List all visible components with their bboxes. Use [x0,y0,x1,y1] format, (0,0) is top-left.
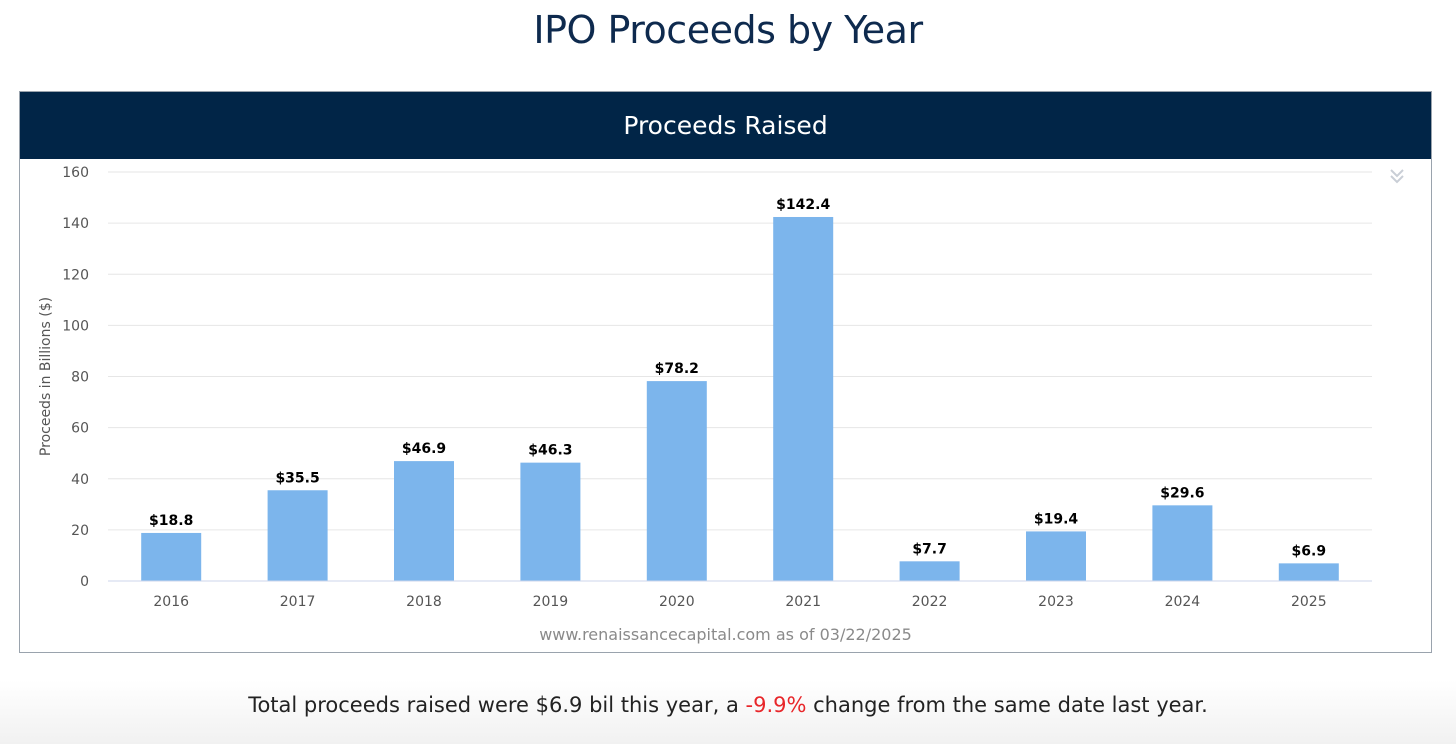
data-label-2021: $142.4 [776,197,830,213]
y-tick-label: 40 [71,472,89,488]
y-tick-label: 0 [80,574,89,590]
data-label-2022: $7.7 [912,541,947,557]
x-tick-label: 2025 [1291,594,1327,610]
data-label-2019: $46.3 [528,443,572,459]
x-tick-label: 2024 [1165,594,1201,610]
bar-2016[interactable] [141,532,202,581]
data-label-2017: $35.5 [275,470,319,486]
data-label-2024: $29.6 [1160,485,1204,501]
bars [141,216,1339,581]
data-label-2023: $19.4 [1034,511,1079,527]
y-tick-label: 160 [62,165,89,181]
summary-suffix: change from the same date last year. [806,693,1208,717]
data-labels: $18.8 $35.5 $46.9 $46.3 $78.2 $142.4 $7.7 $19.4… [149,197,1326,559]
y-tick-label: 80 [71,370,89,386]
chart-card: Proceeds Raised 0 20 40 60 80 100 120 140 160 $1… [19,91,1432,653]
y-tick-label: 100 [62,318,89,334]
double-chevron-down-icon[interactable] [1387,166,1407,186]
bar-2024[interactable] [1152,505,1213,581]
page-title: IPO Proceeds by Year [533,8,923,52]
x-tick-label: 2018 [406,594,442,610]
x-tick-label: 2022 [912,594,948,610]
source-note: www.renaissancecapital.com as of 03/22/2… [539,625,912,644]
bar-chart: 0 20 40 60 80 100 120 140 160 $18.8 $35.5 $46.9 $46… [38,165,1372,610]
data-label-2016: $18.8 [149,513,193,529]
gridlines [108,171,1372,531]
summary-prefix: Total proceeds raised were $6.9 bil this… [248,693,746,717]
x-tick-label: 2016 [153,594,189,610]
y-axis-ticks: 0 20 40 60 80 100 120 140 160 [62,165,89,590]
bar-2017[interactable] [267,490,328,581]
bar-2018[interactable] [394,461,454,581]
y-tick-label: 20 [71,523,89,539]
bar-2020[interactable] [646,381,707,581]
x-tick-label: 2020 [659,594,695,610]
bar-2019[interactable] [520,462,581,581]
bar-2025[interactable] [1278,563,1339,581]
bar-2021[interactable] [773,216,834,581]
x-tick-label: 2021 [785,594,821,610]
x-axis-ticks: 2016 2017 2018 2019 2020 2021 2022 2023 2024 2025 [153,594,1326,610]
y-tick-label: 140 [62,216,89,232]
y-tick-label: 120 [62,267,89,283]
summary-change-value: -9.9% [745,693,807,717]
y-tick-label: 60 [71,421,89,437]
data-label-2018: $46.9 [402,441,446,457]
chart-header: Proceeds Raised [20,92,1431,159]
bar-2022[interactable] [899,561,960,581]
x-tick-label: 2023 [1038,594,1074,610]
x-tick-label: 2019 [533,594,569,610]
summary-text: Total proceeds raised were $6.9 bil this… [0,693,1456,717]
x-tick-label: 2017 [280,594,316,610]
data-label-2025: $6.9 [1292,543,1327,559]
y-axis-label: Proceeds in Billions ($) [38,297,54,456]
bar-2023[interactable] [1026,531,1086,581]
data-label-2020: $78.2 [655,361,699,377]
